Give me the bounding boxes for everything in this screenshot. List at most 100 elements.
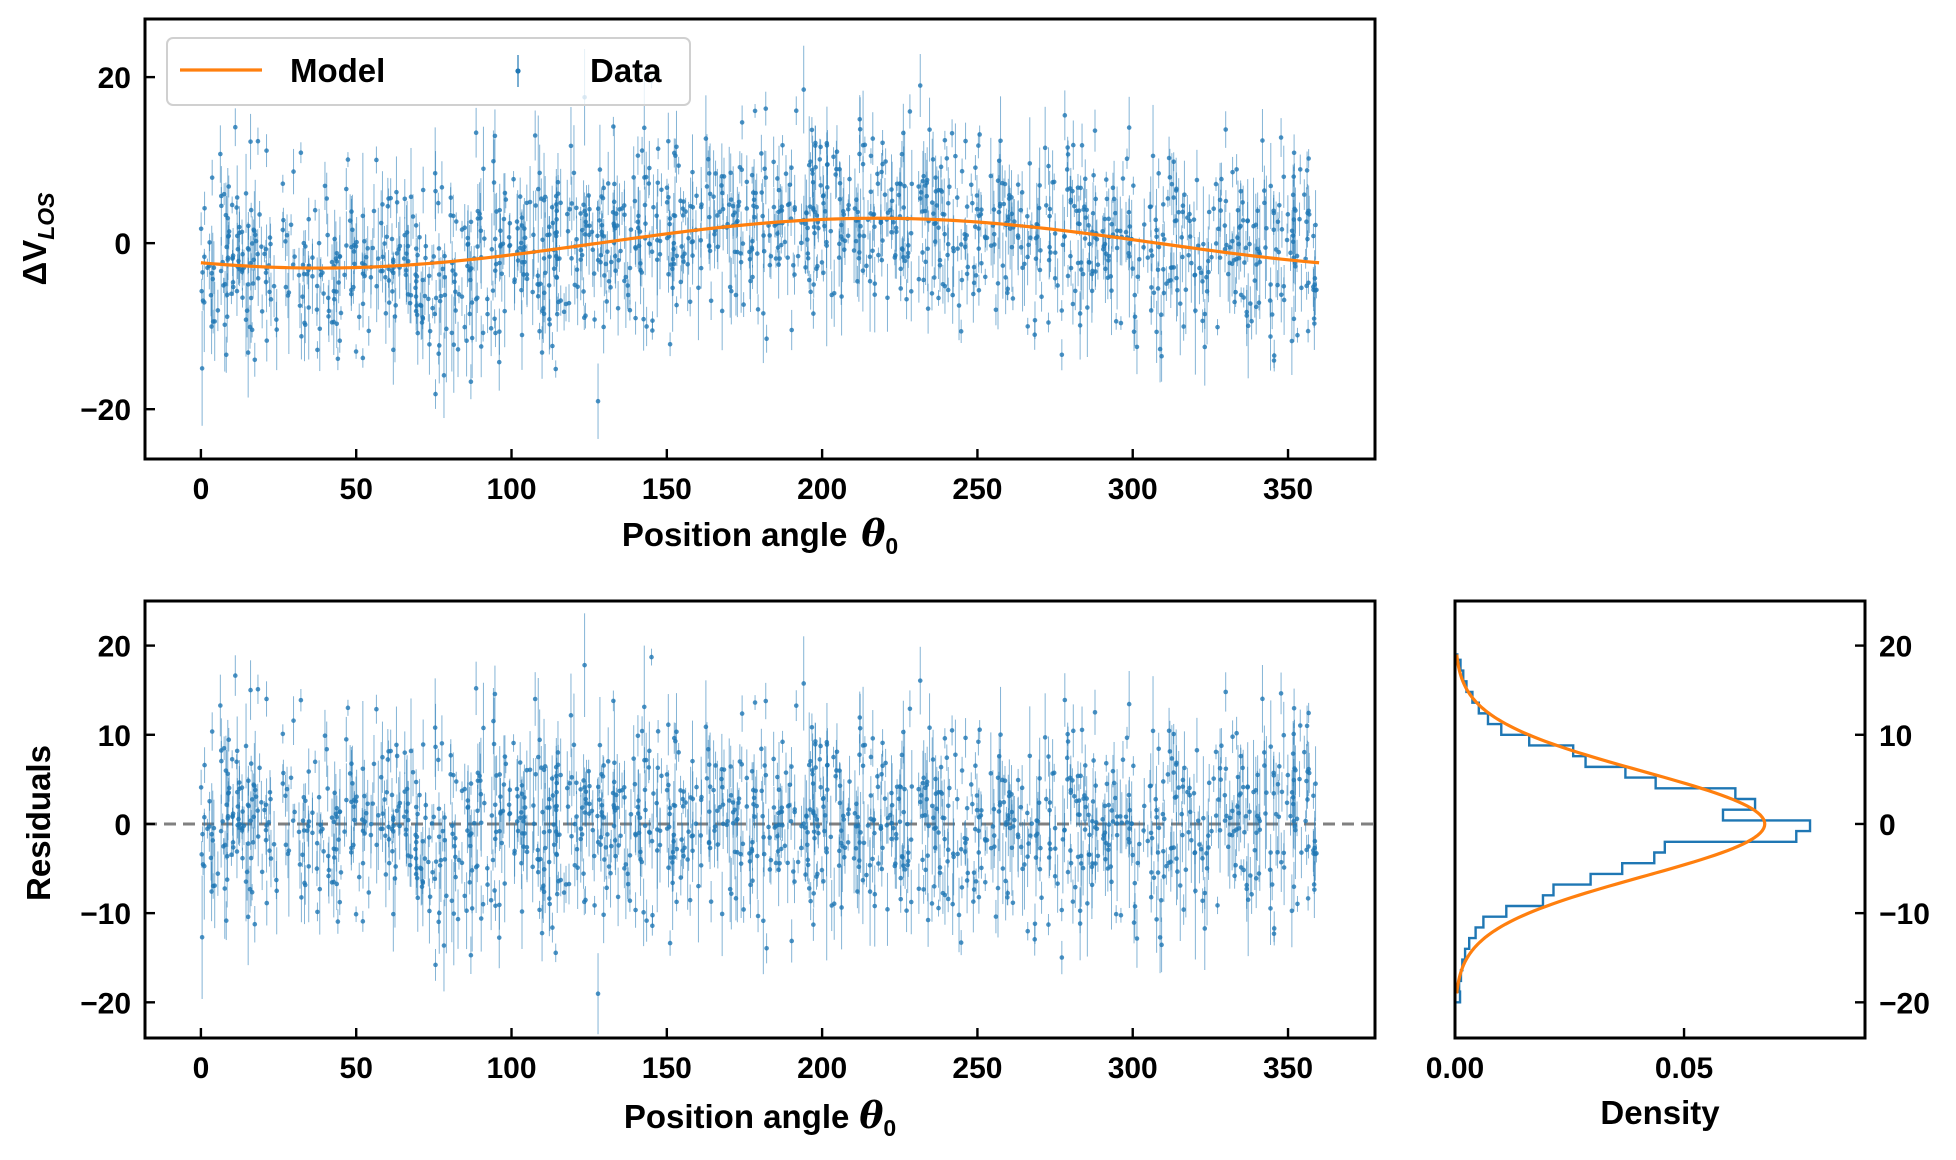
residual-point <box>601 763 606 768</box>
top-data-point <box>1171 159 1176 164</box>
top-data-point <box>1148 205 1153 210</box>
top-data-point <box>1001 263 1006 268</box>
residual-point <box>414 840 419 845</box>
top-data-point <box>200 366 205 371</box>
top-data-point <box>895 181 900 186</box>
top-data-point <box>933 175 938 180</box>
top-data-point <box>1005 291 1010 296</box>
top-data-point <box>1195 178 1200 183</box>
residual-point <box>750 847 755 852</box>
top-data-point <box>641 317 646 322</box>
top-data-point <box>676 163 681 168</box>
top-data-point <box>1226 272 1231 277</box>
top-data-point <box>671 213 676 218</box>
top-data-point <box>1096 262 1101 267</box>
residual-point <box>927 725 932 730</box>
residual-point <box>268 790 273 795</box>
top-data-point <box>1154 234 1159 239</box>
top-data-point <box>755 251 760 256</box>
top-data-point <box>873 281 878 286</box>
top-data-point <box>908 109 913 114</box>
residual-point <box>688 898 693 903</box>
top-data-point <box>542 256 547 261</box>
residual-point <box>249 761 254 766</box>
top-data-point <box>1025 214 1030 219</box>
top-data-point <box>313 208 318 213</box>
top-data-point <box>1197 266 1202 271</box>
top-data-point <box>202 300 207 305</box>
top-data-point <box>927 127 932 132</box>
top-data-point <box>598 167 603 172</box>
top-data-point <box>939 188 944 193</box>
top-data-point <box>1268 334 1273 339</box>
residual-point <box>259 800 264 805</box>
residual-point <box>611 699 616 704</box>
residual-point <box>1161 779 1166 784</box>
residual-point <box>1146 839 1151 844</box>
top-data-point <box>199 226 204 231</box>
top-data-point <box>1126 251 1131 256</box>
top-data-point <box>1175 288 1180 293</box>
residual-point <box>715 809 720 814</box>
residual-point <box>876 861 881 866</box>
top-data-point <box>246 224 251 229</box>
top-data-point <box>876 253 881 258</box>
top-data-point <box>1161 267 1166 272</box>
residual-point <box>569 834 574 839</box>
residual-point <box>762 852 767 857</box>
residual-point <box>533 697 538 702</box>
top-data-point <box>870 248 875 253</box>
x-tick-label: 100 <box>486 473 536 506</box>
top-data-point <box>931 157 936 162</box>
residual-point <box>1084 805 1089 810</box>
top-data-point <box>707 171 712 176</box>
top-data-point <box>1078 186 1083 191</box>
residual-point <box>306 864 311 869</box>
top-data-point <box>436 351 441 356</box>
top-data-point <box>467 312 472 317</box>
residual-point <box>709 899 714 904</box>
top-data-point <box>338 254 343 259</box>
top-data-point <box>414 223 419 228</box>
residual-point <box>1305 724 1310 729</box>
top-data-point <box>1192 217 1197 222</box>
top-data-point <box>916 184 921 189</box>
residual-point <box>202 763 207 768</box>
top-data-point <box>592 317 597 322</box>
residual-point <box>699 795 704 800</box>
top-data-point <box>682 251 687 256</box>
top-data-point <box>794 108 799 113</box>
top-data-point <box>614 211 619 216</box>
residual-point <box>1071 899 1076 904</box>
top-data-point <box>481 167 486 172</box>
top-data-point <box>935 203 940 208</box>
top-data-point <box>436 201 441 206</box>
residual-point <box>393 864 398 869</box>
top-data-point <box>423 294 428 299</box>
residual-point <box>612 760 617 765</box>
top-data-point <box>821 193 826 198</box>
top-data-point <box>1020 265 1025 270</box>
top-data-point <box>482 236 487 241</box>
residual-point <box>264 901 269 906</box>
top-data-point <box>1104 251 1109 256</box>
top-data-point <box>1121 176 1126 181</box>
top-data-point <box>611 124 616 129</box>
top-data-point <box>433 392 438 397</box>
residual-point <box>268 797 273 802</box>
top-data-point <box>767 233 772 238</box>
top-data-point <box>1286 212 1291 217</box>
residual-point <box>337 900 342 905</box>
residual-point <box>1080 728 1085 733</box>
top-data-point <box>727 202 732 207</box>
residual-point <box>699 863 704 868</box>
top-data-point <box>1211 206 1216 211</box>
top-data-point <box>1076 221 1081 226</box>
residual-point <box>525 768 530 773</box>
top-data-point <box>1293 208 1298 213</box>
top-data-point <box>666 139 671 144</box>
top-data-point <box>601 325 606 330</box>
top-data-point <box>1290 339 1295 344</box>
residual-point <box>633 782 638 787</box>
top-data-point <box>361 302 366 307</box>
